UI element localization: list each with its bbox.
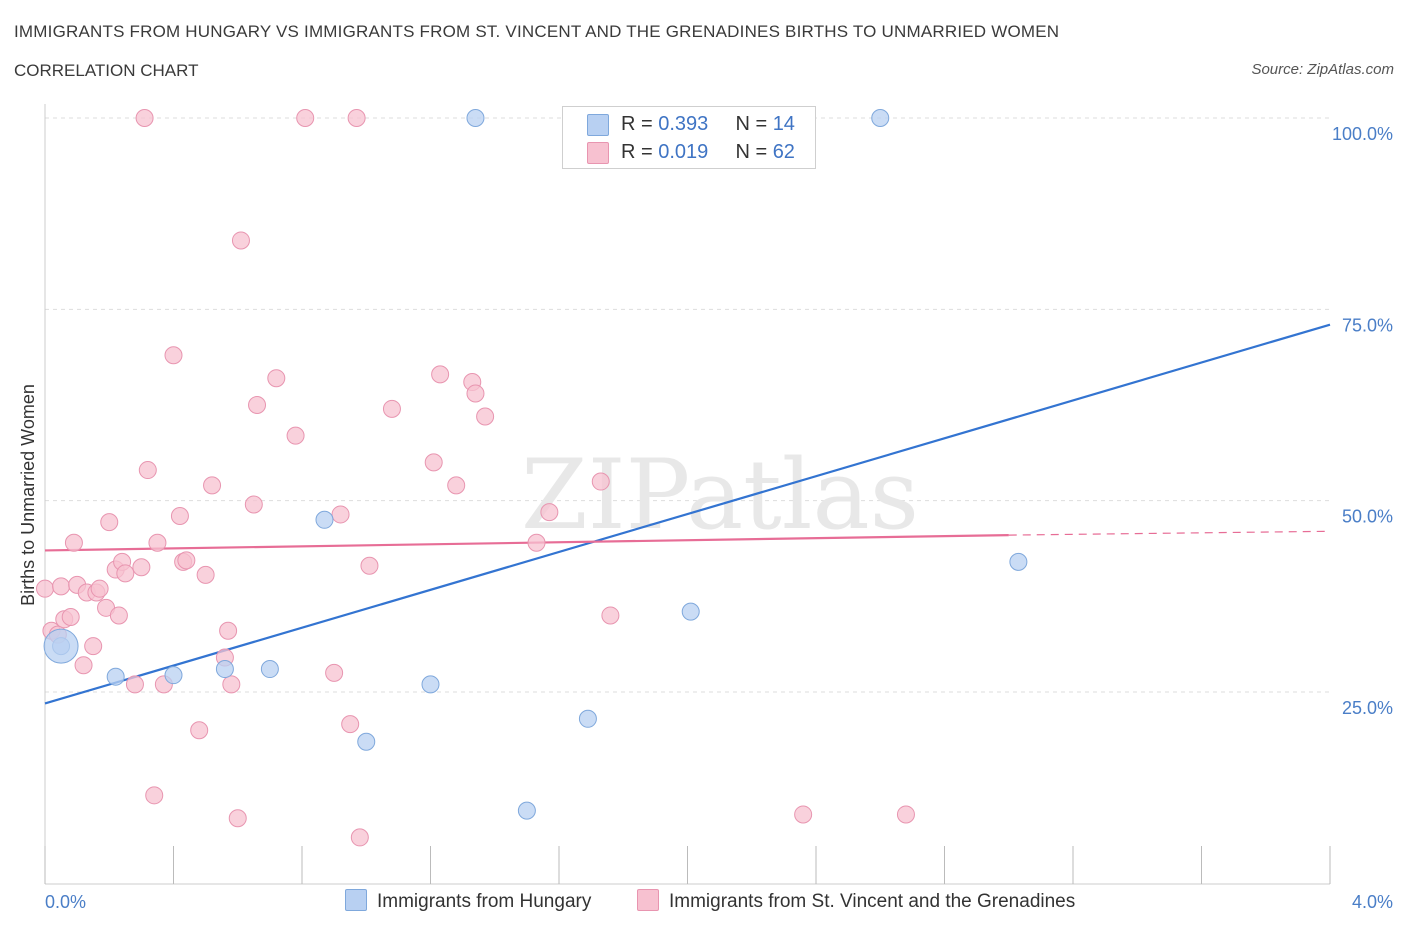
stvincent-point <box>64 533 83 552</box>
stvincent-point <box>431 365 450 384</box>
hungary-point <box>421 675 440 694</box>
stvincent-point <box>360 556 379 575</box>
stvincent-point <box>170 506 189 525</box>
stvincent-point <box>148 533 167 552</box>
stvincent-point <box>527 533 546 552</box>
hungary-point <box>517 801 536 820</box>
stvincent-point <box>341 715 360 734</box>
chart-title: IMMIGRANTS FROM HUNGARY VS IMMIGRANTS FR… <box>14 22 1060 41</box>
stvincent-point <box>84 637 103 656</box>
chart-subtitle: CORRELATION CHART <box>14 61 199 80</box>
stvincent-point <box>794 805 813 824</box>
hungary-point <box>315 510 334 529</box>
bottom-legend-swatch-hungary <box>345 889 367 911</box>
trend-lines <box>44 323 1331 705</box>
legend-swatch-stvincent <box>587 142 609 164</box>
stvincent-point <box>196 565 215 584</box>
stvincent-point <box>601 606 620 625</box>
hungary-trend-line <box>44 323 1331 705</box>
stvincent-point <box>135 109 154 127</box>
hungary-point <box>164 666 183 685</box>
stvincent-point <box>286 426 305 445</box>
legend-r-label: R = <box>621 113 659 135</box>
stvincent-point <box>219 621 238 640</box>
hungary-point <box>466 109 485 127</box>
stvincent-point <box>447 476 466 495</box>
stvincent-point <box>125 675 144 694</box>
y-tick-label: 75.0% <box>1342 315 1393 335</box>
data-points <box>36 109 1028 847</box>
x-tick-label: 4.0% <box>1352 892 1393 912</box>
bottom-legend-stvincent: Immigrants from St. Vincent and the Gren… <box>637 889 1075 913</box>
stvincent-point <box>61 607 80 626</box>
hungary-point <box>871 109 890 127</box>
y-tick-label: 25.0% <box>1342 698 1393 718</box>
hungary-point <box>681 602 700 621</box>
stvincent-point <box>203 476 222 495</box>
y-tick-label: 100.0% <box>1332 124 1393 144</box>
stvincent-point <box>145 786 164 805</box>
stvincent-point <box>382 399 401 418</box>
legend-n-label: N = <box>735 113 773 135</box>
stvincent-point <box>347 109 366 127</box>
axes <box>44 104 1331 885</box>
stvincent-point <box>244 495 263 514</box>
stvincent-point <box>74 656 93 675</box>
bottom-legend-swatch-stvincent <box>637 889 659 911</box>
legend-r-label: R = <box>621 141 659 163</box>
legend-r-value: 0.393 <box>658 113 709 135</box>
hungary-point <box>357 732 376 751</box>
hungary-point <box>578 709 597 728</box>
y-tick-label: 50.0% <box>1342 507 1393 527</box>
watermark: ZIPatlas <box>521 439 919 551</box>
legend-n-label: N = <box>735 141 773 163</box>
stvincent-point <box>231 231 250 250</box>
stvincent-point <box>325 663 344 682</box>
stvincent-point <box>476 407 495 426</box>
legend-n-value: 14 <box>772 113 795 135</box>
stvincent-trend-line <box>44 534 1009 552</box>
stvincent-point <box>36 579 54 598</box>
stvincent-point <box>228 809 247 828</box>
legend-n-value: 62 <box>772 141 795 163</box>
bottom-legend-hungary: Immigrants from Hungary <box>345 889 591 913</box>
hungary-point-large <box>43 628 79 664</box>
tick-labels: 100.0% 75.0% 50.0% 25.0% 0.0% 4.0% <box>45 124 1393 912</box>
stvincent-point <box>90 579 109 598</box>
stvincent-point <box>100 513 119 532</box>
stvincent-point <box>109 606 128 625</box>
stvincent-point <box>177 551 196 570</box>
stvincent-point <box>52 577 71 596</box>
bottom-legend-label-hungary: Immigrants from Hungary <box>377 891 592 912</box>
stvincent-point <box>190 721 209 740</box>
bottom-legend-label-stvincent: Immigrants from St. Vincent and the Gren… <box>669 891 1076 912</box>
stvincent-point <box>222 675 241 694</box>
stvincent-point <box>164 346 183 365</box>
stvincent-point <box>248 396 267 414</box>
stvincent-point <box>138 461 157 480</box>
stvincent-point <box>296 109 315 127</box>
stvincent-point <box>267 369 286 388</box>
stvincent-point <box>116 564 135 583</box>
stvincent-point <box>591 472 610 491</box>
hungary-point <box>1009 552 1028 571</box>
stvincent-point <box>350 828 369 847</box>
stvincent-point <box>896 805 915 824</box>
source-note: Source: ZipAtlas.com <box>1251 61 1394 78</box>
hungary-point <box>215 660 234 679</box>
stvincent-trend-dashed <box>1008 530 1331 536</box>
legend-swatch-hungary <box>587 114 609 136</box>
hungary-point <box>260 660 279 679</box>
stvincent-point <box>331 505 350 524</box>
stvincent-point <box>424 453 443 472</box>
stvincent-point <box>540 503 559 522</box>
stvincent-point <box>132 558 151 577</box>
hungary-point <box>106 667 125 686</box>
stvincent-point <box>466 384 485 403</box>
correlation-legend: R = 0.393 N = 14 R = 0.019 N = 62 <box>562 106 816 169</box>
legend-r-value: 0.019 <box>658 141 709 163</box>
y-axis-label: Births to Unmarried Women <box>18 384 38 606</box>
x-tick-label: 0.0% <box>45 892 86 912</box>
